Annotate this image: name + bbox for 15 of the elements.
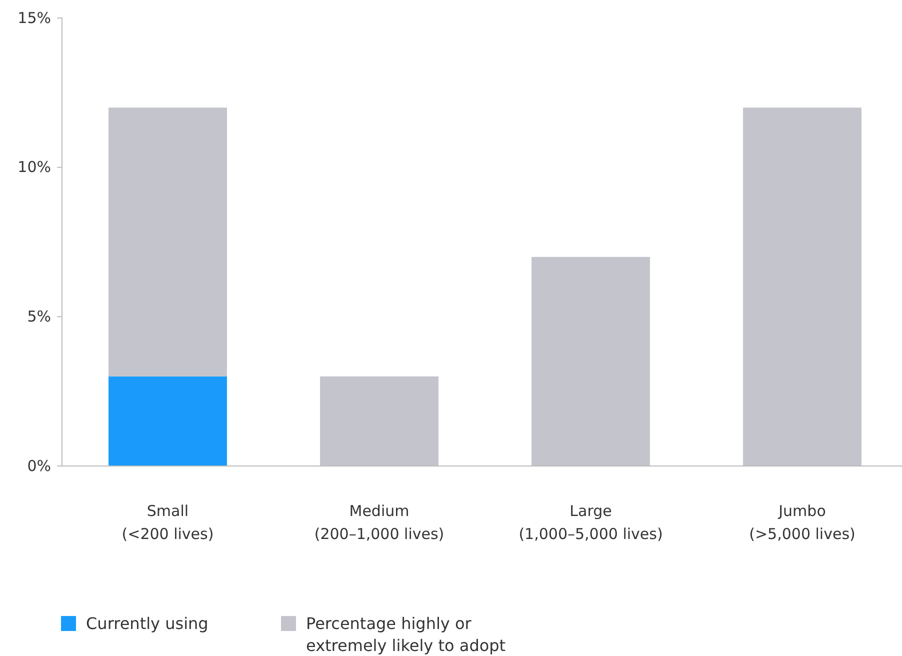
y-tick-label: 15% <box>18 8 51 27</box>
x-tick-label: Small (<200 lives) <box>122 502 214 543</box>
x-tick-label: Large (1,000–5,000 lives) <box>518 502 663 543</box>
legend-label: Currently using <box>86 614 208 633</box>
bar <box>108 108 227 376</box>
bar <box>743 108 862 466</box>
x-tick-label: Jumbo (>5,000 lives) <box>749 502 856 543</box>
y-tick-label: 0% <box>27 456 51 475</box>
legend-label: Percentage highly or extremely likely to adopt <box>306 614 506 655</box>
bar <box>320 376 438 466</box>
x-tick-label: Medium (200–1,000 lives) <box>314 502 444 543</box>
bar <box>532 256 650 466</box>
y-tick-label: 10% <box>18 158 51 176</box>
y-tick-label: 5% <box>27 307 51 326</box>
bar <box>108 376 227 466</box>
